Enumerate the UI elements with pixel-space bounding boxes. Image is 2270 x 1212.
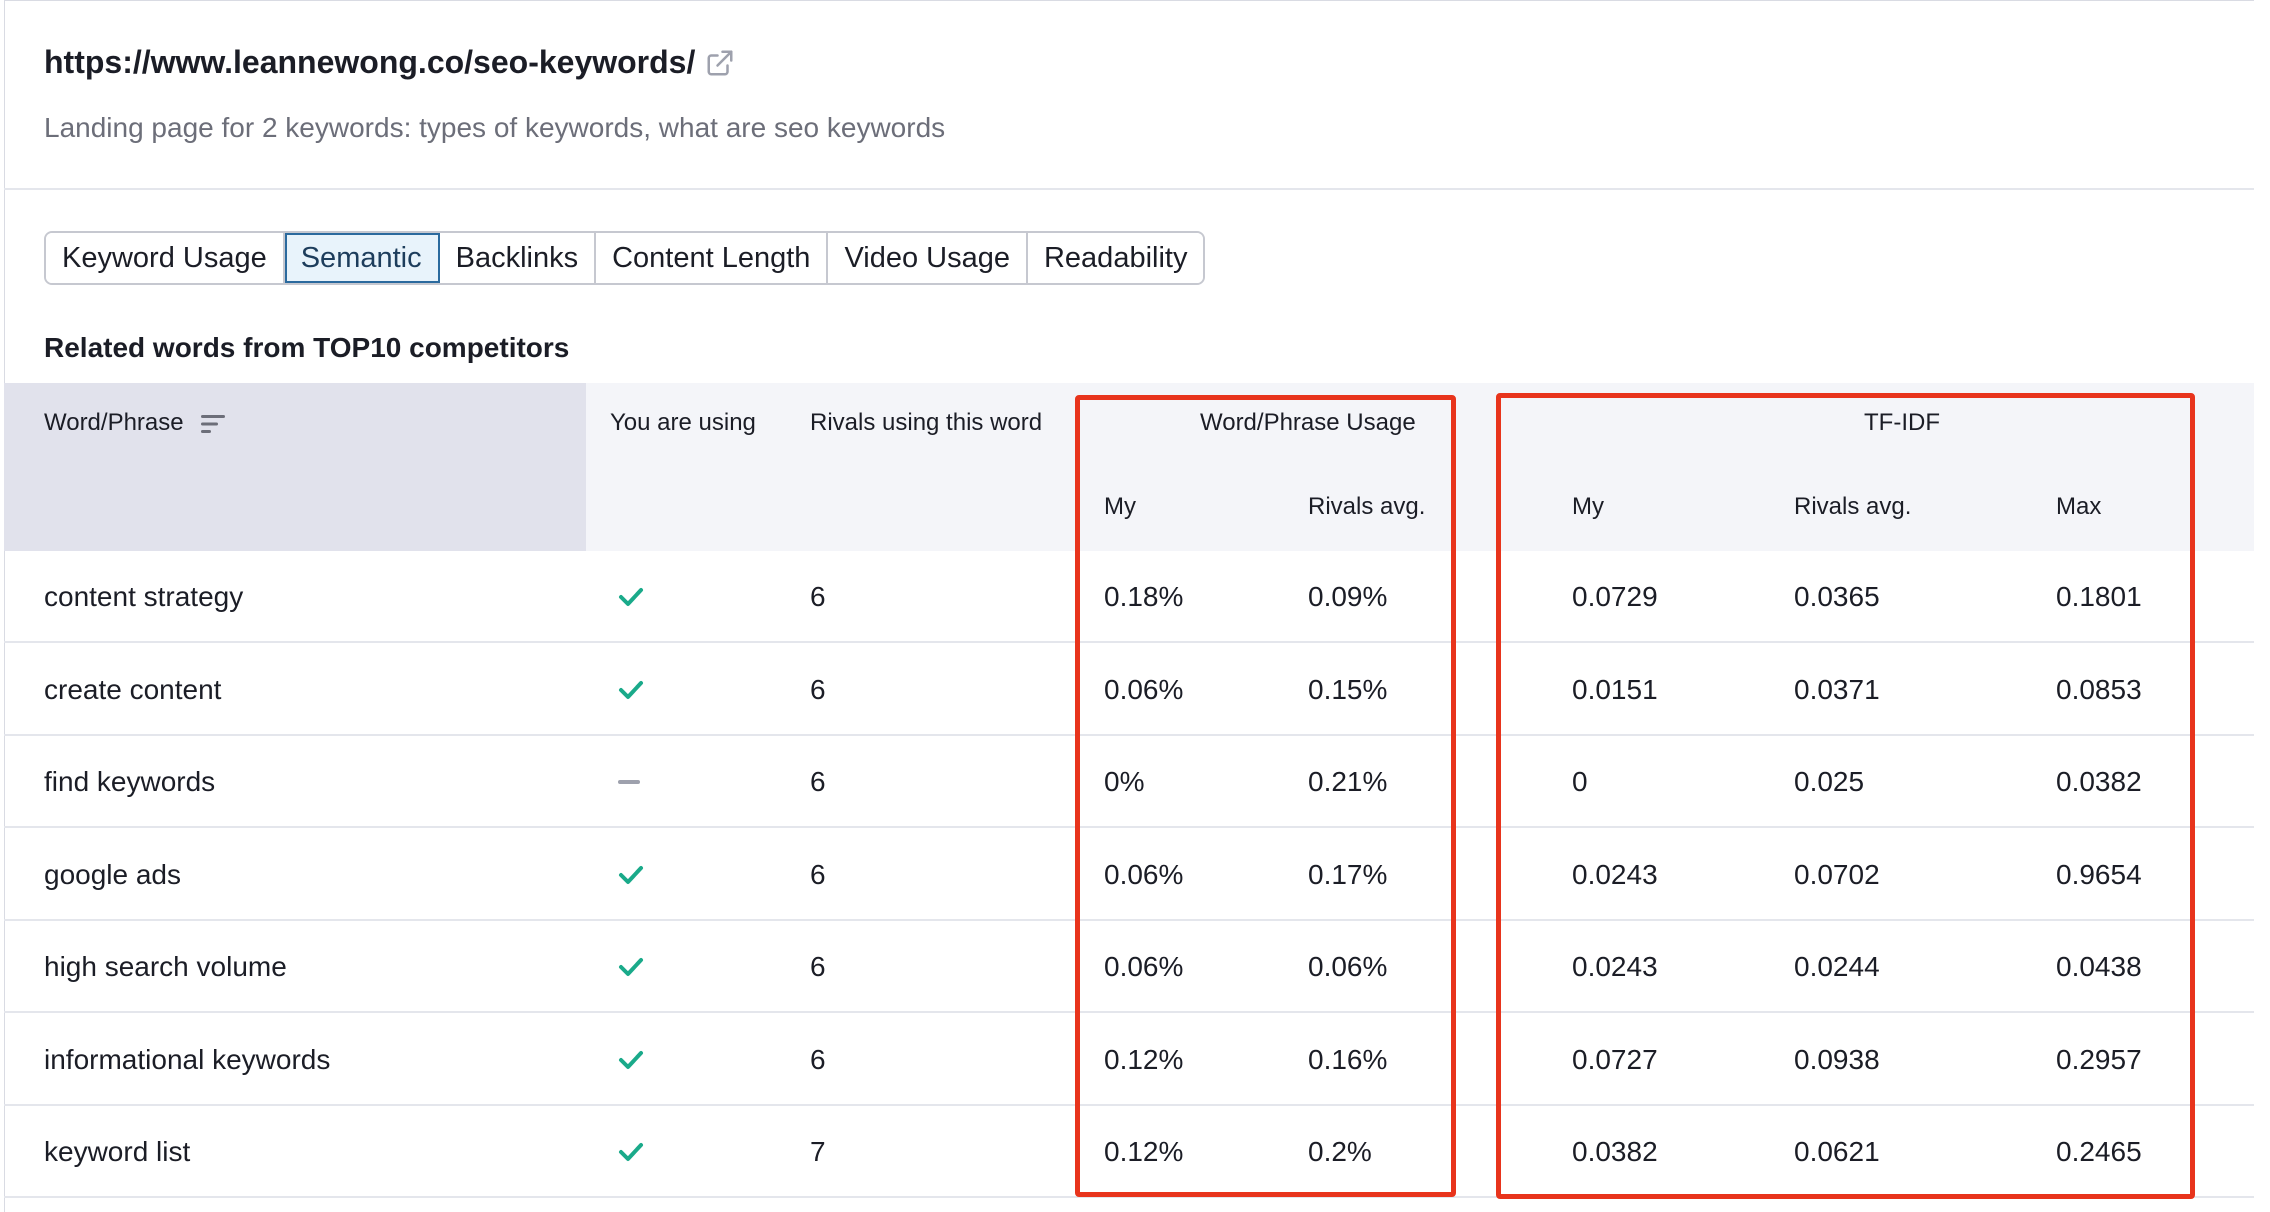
tfidf-max-cell: 0.2465 [2056, 1136, 2142, 1167]
check-icon [619, 1143, 643, 1161]
tfidf-my-cell: 0.0727 [1572, 1043, 1658, 1075]
rivals-cell: 6 [810, 858, 826, 890]
external-link-icon[interactable] [705, 48, 735, 78]
rivals-cell: 6 [810, 951, 826, 982]
using-cell [618, 1014, 644, 1106]
url-row: https://www.leannewong.co/seo-keywords/ [44, 44, 735, 81]
table-row: informational keywords 6 0.12% 0.16% 0.0727 0… [4, 1014, 2254, 1106]
usage-my-cell: 0.18% [1104, 581, 1184, 612]
tfidf-max-cell: 0.2957 [2056, 1043, 2142, 1075]
tfidf-max-header: Max [2056, 493, 2102, 520]
tfidf-max-cell: 0.0853 [2056, 673, 2142, 705]
tfidf-avg-cell: 0.0365 [1794, 581, 1880, 612]
usage-avg-cell: 0.09% [1308, 581, 1388, 612]
dash-icon [618, 780, 640, 784]
tfidf-max-cell: 0.0382 [2056, 766, 2142, 797]
tfidf-my-cell: 0.0729 [1572, 581, 1658, 612]
word-cell: google ads [44, 858, 182, 890]
table-row: create content 6 0.06% 0.15% 0.0151 0.0371 0.0… [4, 644, 2254, 736]
tfidf-my-cell: 0.0382 [1572, 1136, 1658, 1167]
landing-page-subtitle: Landing page for 2 keywords: types of ke… [44, 112, 946, 143]
tfidf-max-cell: 0.0438 [2056, 951, 2142, 982]
table-row: content strategy 6 0.18% 0.09% 0.0729 0.0365 0… [4, 551, 2254, 643]
word-column-header-bg [4, 383, 586, 551]
usage-avg-cell: 0.06% [1308, 951, 1388, 982]
using-cell [618, 551, 644, 643]
usage-my-cell: 0.12% [1104, 1136, 1184, 1167]
tfidf-avg-cell: 0.025 [1794, 766, 1865, 797]
tfidf-avg-cell: 0.0702 [1794, 858, 1880, 890]
tfidf-my-cell: 0 [1572, 766, 1588, 797]
section-title: Related words from TOP10 competitors [44, 332, 570, 363]
tab-backlinks[interactable]: Backlinks [439, 233, 597, 283]
tfidf-avg-cell: 0.0938 [1794, 1043, 1880, 1075]
usage-avg-cell: 0.17% [1308, 858, 1388, 890]
rivals-using-header: Rivals using this word [810, 409, 1043, 436]
usage-my-cell: 0.06% [1104, 858, 1184, 890]
tfidf-my-cell: 0.0243 [1572, 858, 1658, 890]
word-cell: keyword list [44, 1136, 191, 1167]
check-icon [619, 1050, 643, 1069]
tfidf-my-cell: 0.0151 [1572, 673, 1658, 705]
tab-video-usage[interactable]: Video Usage [828, 233, 1028, 283]
table-row: find keywords 6 0% 0.21% 0 0.025 0.0382 [4, 736, 2254, 828]
rivals-cell: 6 [810, 581, 826, 612]
usage-avg-cell: 0.21% [1308, 766, 1388, 797]
tfidf-group-header: TF-IDF [1864, 409, 1940, 436]
you-are-using-header: You are using [610, 409, 756, 436]
using-cell [618, 736, 640, 828]
tfidf-avg-cell: 0.0371 [1794, 673, 1880, 705]
header-divider [4, 188, 2254, 190]
word-cell: find keywords [44, 766, 216, 797]
tfidf-my-header: My [1572, 493, 1604, 520]
usage-my-cell: 0.06% [1104, 951, 1184, 982]
card-frame [4, 0, 2254, 1212]
rivals-cell: 6 [810, 1043, 826, 1075]
sort-icon[interactable] [200, 413, 226, 435]
usage-group-header: Word/Phrase Usage [1200, 409, 1416, 436]
word-cell: high search volume [44, 951, 287, 982]
using-cell [618, 921, 644, 1013]
check-icon [619, 865, 643, 884]
table-row: google ads 6 0.06% 0.17% 0.0243 0.0702 0.9654 [4, 829, 2254, 921]
word-cell: informational keywords [44, 1043, 331, 1075]
rivals-cell: 6 [810, 766, 826, 797]
rivals-cell: 6 [810, 673, 826, 705]
word-phrase-header[interactable]: Word/Phrase [44, 409, 226, 437]
check-icon [619, 680, 643, 699]
check-icon [619, 588, 643, 606]
usage-avg-cell: 0.15% [1308, 673, 1388, 705]
using-cell [618, 1106, 644, 1198]
tab-readability[interactable]: Readability [1027, 233, 1204, 283]
usage-my-header: My [1104, 493, 1136, 520]
tab-content-length[interactable]: Content Length [596, 233, 829, 283]
usage-avg-cell: 0.16% [1308, 1043, 1388, 1075]
table-row: keyword list 7 0.12% 0.2% 0.0382 0.0621 0.2465 [4, 1106, 2254, 1198]
check-icon [619, 958, 643, 976]
using-cell [618, 829, 644, 921]
tfidf-max-cell: 0.9654 [2056, 858, 2142, 890]
usage-avg-cell: 0.2% [1308, 1136, 1372, 1167]
usage-my-cell: 0.06% [1104, 673, 1184, 705]
usage-my-cell: 0% [1104, 766, 1145, 797]
usage-rivals-avg-header: Rivals avg. [1308, 493, 1426, 520]
tab-semantic[interactable]: Semantic [284, 233, 440, 283]
tfidf-max-cell: 0.1801 [2056, 581, 2142, 612]
word-phrase-header-label: Word/Phrase [44, 409, 184, 436]
table-row: high search volume 6 0.06% 0.06% 0.0243 0.024… [4, 921, 2254, 1013]
word-cell: create content [44, 673, 222, 705]
tab-bar: Keyword Usage Semantic Backlinks Content… [44, 231, 1206, 285]
tfidf-avg-cell: 0.0621 [1794, 1136, 1880, 1167]
tfidf-rivals-avg-header: Rivals avg. [1794, 493, 1912, 520]
usage-my-cell: 0.12% [1104, 1043, 1184, 1075]
word-cell: content strategy [44, 581, 244, 612]
tfidf-my-cell: 0.0243 [1572, 951, 1658, 982]
tfidf-avg-cell: 0.0244 [1794, 951, 1880, 982]
using-cell [618, 644, 644, 736]
table-header: Word/Phrase You are using Rivals using t… [4, 383, 2254, 551]
rivals-cell: 7 [810, 1136, 826, 1167]
tab-keyword-usage[interactable]: Keyword Usage [46, 233, 285, 283]
landing-page-url[interactable]: https://www.leannewong.co/seo-keywords/ [44, 44, 696, 80]
